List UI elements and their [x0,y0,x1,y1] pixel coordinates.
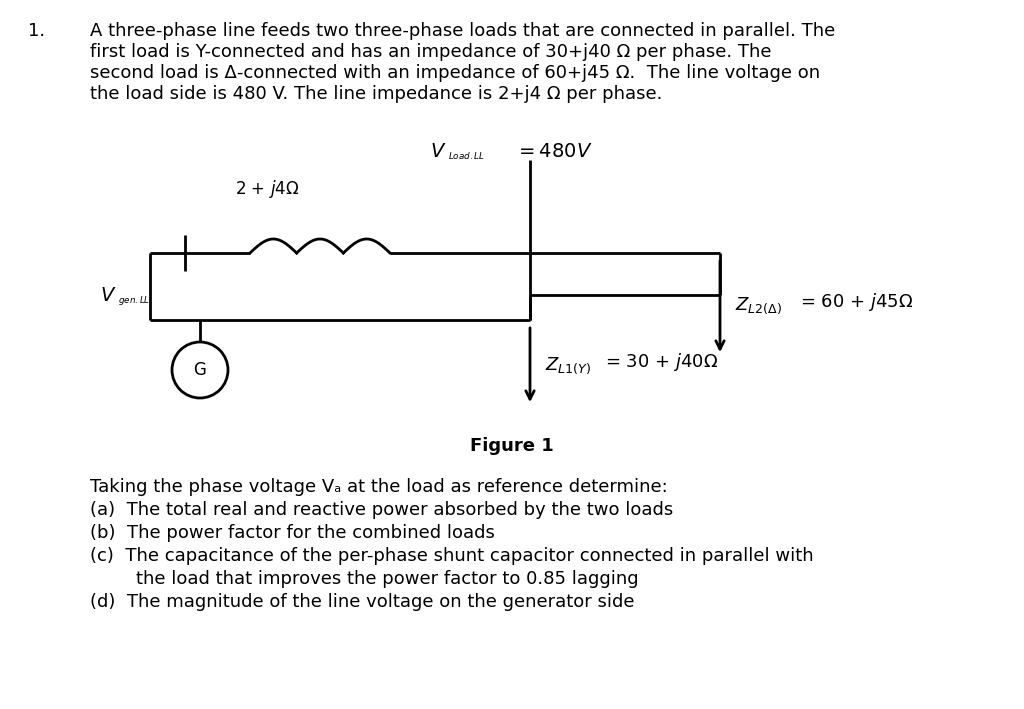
Text: $_{Load.LL}$: $_{Load.LL}$ [449,148,485,161]
Text: (a)  The total real and reactive power absorbed by the two loads: (a) The total real and reactive power ab… [90,501,673,519]
Text: = 60 + $j$45Ω: = 60 + $j$45Ω [800,291,913,313]
Text: (c)  The capacitance of the per-phase shunt capacitor connected in parallel with: (c) The capacitance of the per-phase shu… [90,547,814,565]
Text: Taking the phase voltage Vₐ at the load as reference determine:: Taking the phase voltage Vₐ at the load … [90,478,668,496]
Circle shape [172,342,228,398]
Text: G: G [194,361,207,379]
Text: the load that improves the power factor to 0.85 lagging: the load that improves the power factor … [90,570,639,588]
Text: the load side is 480 V. The line impedance is 2+j4 Ω per phase.: the load side is 480 V. The line impedan… [90,85,663,103]
Text: 2 + $j$4Ω: 2 + $j$4Ω [234,178,299,200]
Text: $V$: $V$ [100,286,117,305]
Text: = 30 + $j$40Ω: = 30 + $j$40Ω [605,351,718,373]
Text: A three-phase line feeds two three-phase loads that are connected in parallel. T: A three-phase line feeds two three-phase… [90,22,836,40]
Text: (d)  The magnitude of the line voltage on the generator side: (d) The magnitude of the line voltage on… [90,593,635,611]
Text: second load is Δ-connected with an impedance of 60+j45 Ω.  The line voltage on: second load is Δ-connected with an imped… [90,64,820,82]
Text: $= 480V$: $= 480V$ [515,142,593,161]
Text: $Z_{L2(\Delta)}$: $Z_{L2(\Delta)}$ [735,295,782,316]
Text: Figure 1: Figure 1 [470,437,554,455]
Text: $_{gen.LL}$: $_{gen.LL}$ [118,294,151,308]
Text: first load is Y-connected and has an impedance of 30+j40 Ω per phase. The: first load is Y-connected and has an imp… [90,43,771,61]
Text: $Z_{L1(Y)}$: $Z_{L1(Y)}$ [545,355,591,376]
Text: 1.: 1. [28,22,45,40]
Text: (b)  The power factor for the combined loads: (b) The power factor for the combined lo… [90,524,495,542]
Text: $V$: $V$ [430,142,446,161]
